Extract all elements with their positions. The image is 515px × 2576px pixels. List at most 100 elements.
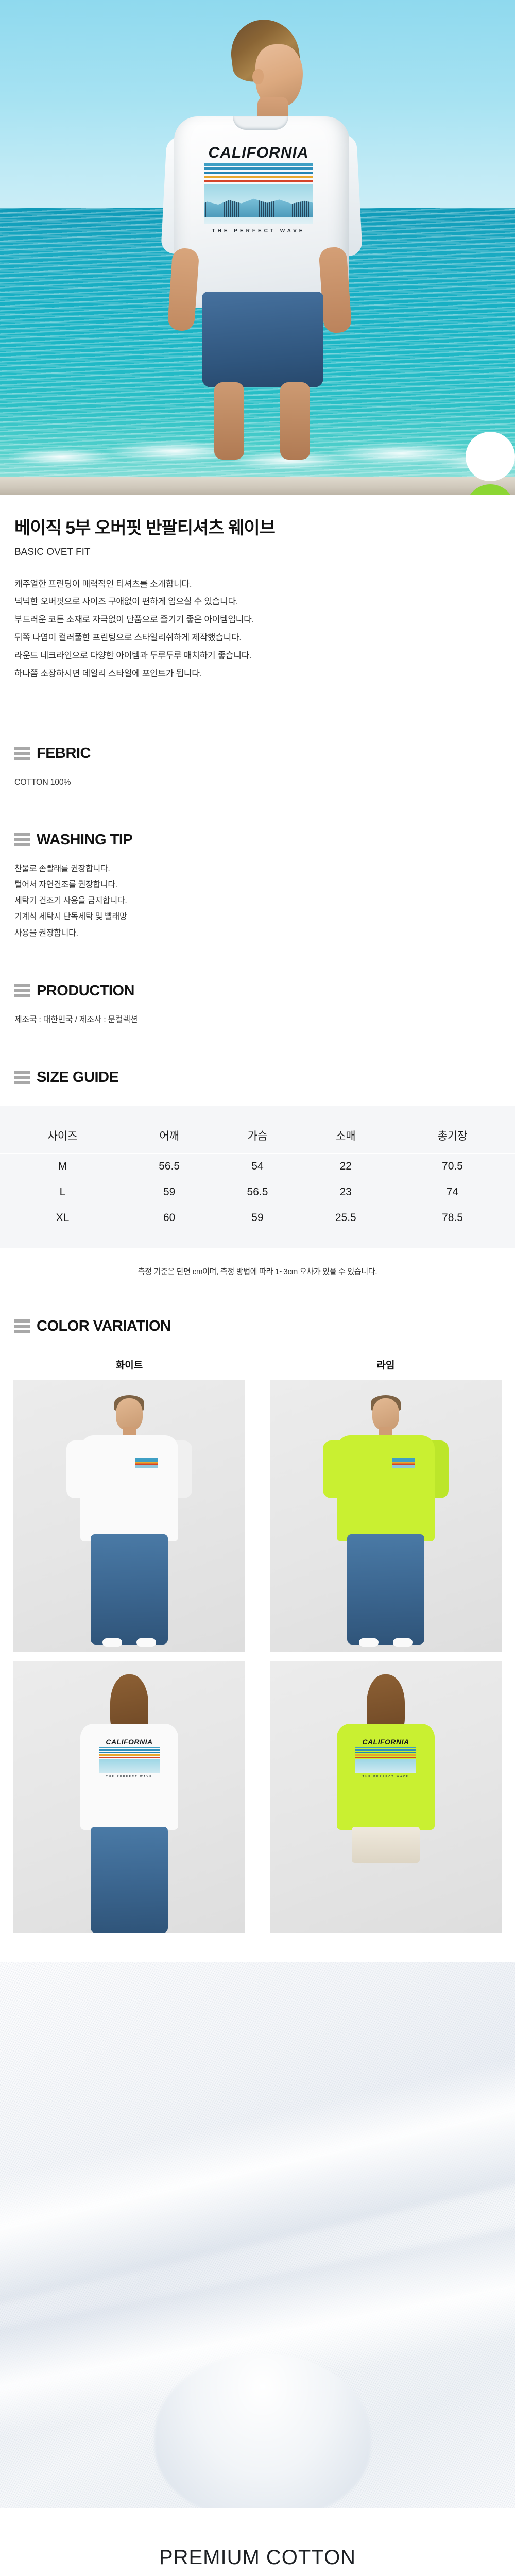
description-line: 하나쯤 소장하시면 데일리 스타일에 포인트가 됩니다. bbox=[14, 668, 202, 679]
model-shoe-right bbox=[136, 1638, 156, 1647]
febric-title: FEBRIC bbox=[37, 744, 91, 761]
model-jeans bbox=[91, 1826, 168, 1933]
hero-model: CALIFORNIA THE PERFECT WAVE bbox=[154, 15, 371, 495]
febric-body: COTTON 100% bbox=[14, 774, 501, 790]
size-measure-note: 측정 기준은 단면 cm이며, 측정 방법에 따라 1~3cm 오차가 있을 수… bbox=[138, 1267, 377, 1276]
model-head bbox=[372, 1398, 399, 1430]
color-label-white: 화이트 bbox=[115, 1360, 143, 1371]
section-bars-icon bbox=[14, 747, 30, 760]
tshirt-graphic-stripes bbox=[204, 163, 313, 182]
cell-shoulder: 60 bbox=[163, 1211, 176, 1224]
tshirt-back-graphic: CALIFORNIA THE PERFECT WAVE bbox=[204, 145, 313, 242]
hero-image: CALIFORNIA THE PERFECT WAVE bbox=[0, 0, 515, 495]
section-color-variation: COLOR VARIATION bbox=[0, 1318, 515, 1335]
model-head bbox=[116, 1398, 143, 1430]
chest-logo bbox=[135, 1458, 158, 1468]
product-subtitle: BASIC OVET FIT bbox=[14, 546, 91, 557]
tshirt-graphic-stripes bbox=[355, 1746, 416, 1758]
col-sleeve: 소매 bbox=[335, 1130, 356, 1142]
washing-line: 기계식 세탁시 단독세탁 및 빨래망 bbox=[14, 912, 127, 922]
model-shorts bbox=[352, 1826, 420, 1863]
hero-color-swatches bbox=[427, 432, 515, 495]
model-jeans bbox=[347, 1534, 424, 1645]
description-line: 라운드 네크라인으로 다양한 아이템과 두루두루 매치하기 좋습니다. bbox=[14, 650, 252, 660]
washing-title: WASHING TIP bbox=[37, 831, 133, 848]
size-table-wrapper: 사이즈 어깨 가슴 소매 총기장 M 56.5 54 22 70.5 L 59 bbox=[0, 1105, 515, 1248]
model-neck bbox=[379, 1427, 392, 1437]
color-photo-white-front bbox=[13, 1379, 245, 1652]
col-length: 총기장 bbox=[437, 1130, 468, 1142]
color-photo-lime-front bbox=[270, 1379, 502, 1652]
section-size-guide: SIZE GUIDE bbox=[0, 1069, 515, 1086]
color-cell-white-back[interactable]: CALIFORNIA THE PERFECT WAVE bbox=[13, 1660, 245, 1933]
color-photo-white-back: CALIFORNIA THE PERFECT WAVE bbox=[13, 1660, 245, 1933]
table-row: L 59 56.5 23 74 bbox=[0, 1179, 515, 1205]
lime-swatch[interactable] bbox=[466, 484, 515, 495]
description-line: 캐주얼한 프린팅이 매력적인 티셔츠를 소개합니다. bbox=[14, 579, 192, 589]
section-bars-icon bbox=[14, 984, 30, 998]
tshirt-graphic-title: CALIFORNIA bbox=[362, 1737, 409, 1746]
white-swatch[interactable] bbox=[466, 432, 515, 481]
table-row: XL 60 59 25.5 78.5 bbox=[0, 1205, 515, 1231]
production-header: PRODUCTION bbox=[14, 982, 501, 999]
tshirt-back-graphic: CALIFORNIA THE PERFECT WAVE bbox=[355, 1738, 416, 1783]
size-table: 사이즈 어깨 가슴 소매 총기장 M 56.5 54 22 70.5 L 59 bbox=[0, 1121, 515, 1231]
size-guide-header: SIZE GUIDE bbox=[14, 1069, 501, 1086]
cell-shoulder: 59 bbox=[163, 1185, 176, 1198]
cell-sleeve: 22 bbox=[339, 1160, 352, 1172]
col-chest: 가슴 bbox=[247, 1130, 268, 1142]
color-label-lime: 라임 bbox=[376, 1360, 395, 1371]
model-neck bbox=[123, 1427, 136, 1437]
fabric-closeup-image bbox=[0, 1961, 515, 2508]
description-line: 뒤쪽 나염이 컬러풀한 프린팅으로 스타일리쉬하게 제작했습니다. bbox=[14, 633, 242, 643]
model-shorts bbox=[202, 292, 323, 387]
section-bars-icon bbox=[14, 1071, 30, 1084]
tshirt-graphic-subtitle: THE PERFECT WAVE bbox=[362, 1775, 409, 1778]
cell-sleeve: 23 bbox=[339, 1185, 352, 1198]
model-shoe-right bbox=[393, 1638, 413, 1647]
col-shoulder: 어깨 bbox=[159, 1130, 179, 1142]
color-variation-grid: 화이트 라임 bbox=[0, 1358, 515, 1933]
tshirt-graphic-subtitle: THE PERFECT WAVE bbox=[212, 228, 305, 234]
tshirt-graphic-title: CALIFORNIA bbox=[208, 144, 309, 161]
model-ear bbox=[252, 69, 264, 84]
page-title: 베이직 5부 오버핏 반팔티셔츠 웨이브 bbox=[14, 518, 276, 538]
size-table-body: M 56.5 54 22 70.5 L 59 56.5 23 74 XL 60 … bbox=[0, 1153, 515, 1231]
hero-sand bbox=[0, 477, 515, 495]
febric-header: FEBRIC bbox=[14, 745, 501, 762]
table-row: M 56.5 54 22 70.5 bbox=[0, 1153, 515, 1179]
model-shoe-left bbox=[102, 1638, 122, 1647]
cell-chest: 56.5 bbox=[247, 1185, 268, 1198]
production-body: 제조국 : 대한민국 / 제조사 : 문컬렉션 bbox=[14, 1012, 501, 1028]
premium-cotton-block: PREMIUM COTTON BASIC OVET FIT SHORT SLEE… bbox=[0, 2508, 515, 2576]
description-line: 넉넉한 오버핏으로 사이즈 구애없이 편하게 입으실 수 있습니다. bbox=[14, 597, 238, 607]
cell-shoulder: 56.5 bbox=[159, 1160, 180, 1172]
chest-logo bbox=[392, 1458, 415, 1468]
section-bars-icon bbox=[14, 1319, 30, 1333]
section-production: PRODUCTION 제조국 : 대한민국 / 제조사 : 문컬렉션 bbox=[0, 982, 515, 1028]
production-line: 제조국 : 대한민국 / 제조사 : 문컬렉션 bbox=[14, 1015, 138, 1024]
cell-length: 78.5 bbox=[442, 1211, 463, 1224]
tshirt-graphic-wave-scene bbox=[99, 1759, 160, 1773]
tshirt-graphic-stripes bbox=[99, 1746, 160, 1758]
color-cell-lime-front[interactable]: 라임 bbox=[270, 1358, 502, 1652]
premium-title: PREMIUM COTTON bbox=[159, 2546, 356, 2569]
color-cell-white-front[interactable]: 화이트 bbox=[13, 1358, 245, 1652]
production-title: PRODUCTION bbox=[37, 982, 134, 999]
description-line: 부드러운 코튼 소재로 자극없이 단품으로 즐기기 좋은 아이템입니다. bbox=[14, 615, 254, 625]
color-cell-lime-back[interactable]: CALIFORNIA THE PERFECT WAVE bbox=[270, 1660, 502, 1933]
model-arm-right bbox=[318, 246, 352, 334]
cell-chest: 59 bbox=[251, 1211, 264, 1224]
size-table-head: 사이즈 어깨 가슴 소매 총기장 bbox=[0, 1121, 515, 1153]
febric-line: COTTON 100% bbox=[14, 777, 71, 787]
model-shoe-left bbox=[359, 1638, 379, 1647]
color-photo-lime-back: CALIFORNIA THE PERFECT WAVE bbox=[270, 1660, 502, 1933]
model-tshirt bbox=[337, 1723, 435, 1830]
washing-line: 털어서 자연건조를 권장합니다. bbox=[14, 880, 117, 889]
cell-length: 70.5 bbox=[442, 1160, 463, 1172]
washing-header: WASHING TIP bbox=[14, 832, 501, 849]
hero-foam bbox=[0, 428, 515, 484]
section-bars-icon bbox=[14, 833, 30, 847]
product-title-block: 베이직 5부 오버핏 반팔티셔츠 웨이브 BASIC OVET FIT 캐주얼한… bbox=[0, 495, 515, 683]
cell-size: XL bbox=[56, 1211, 70, 1224]
